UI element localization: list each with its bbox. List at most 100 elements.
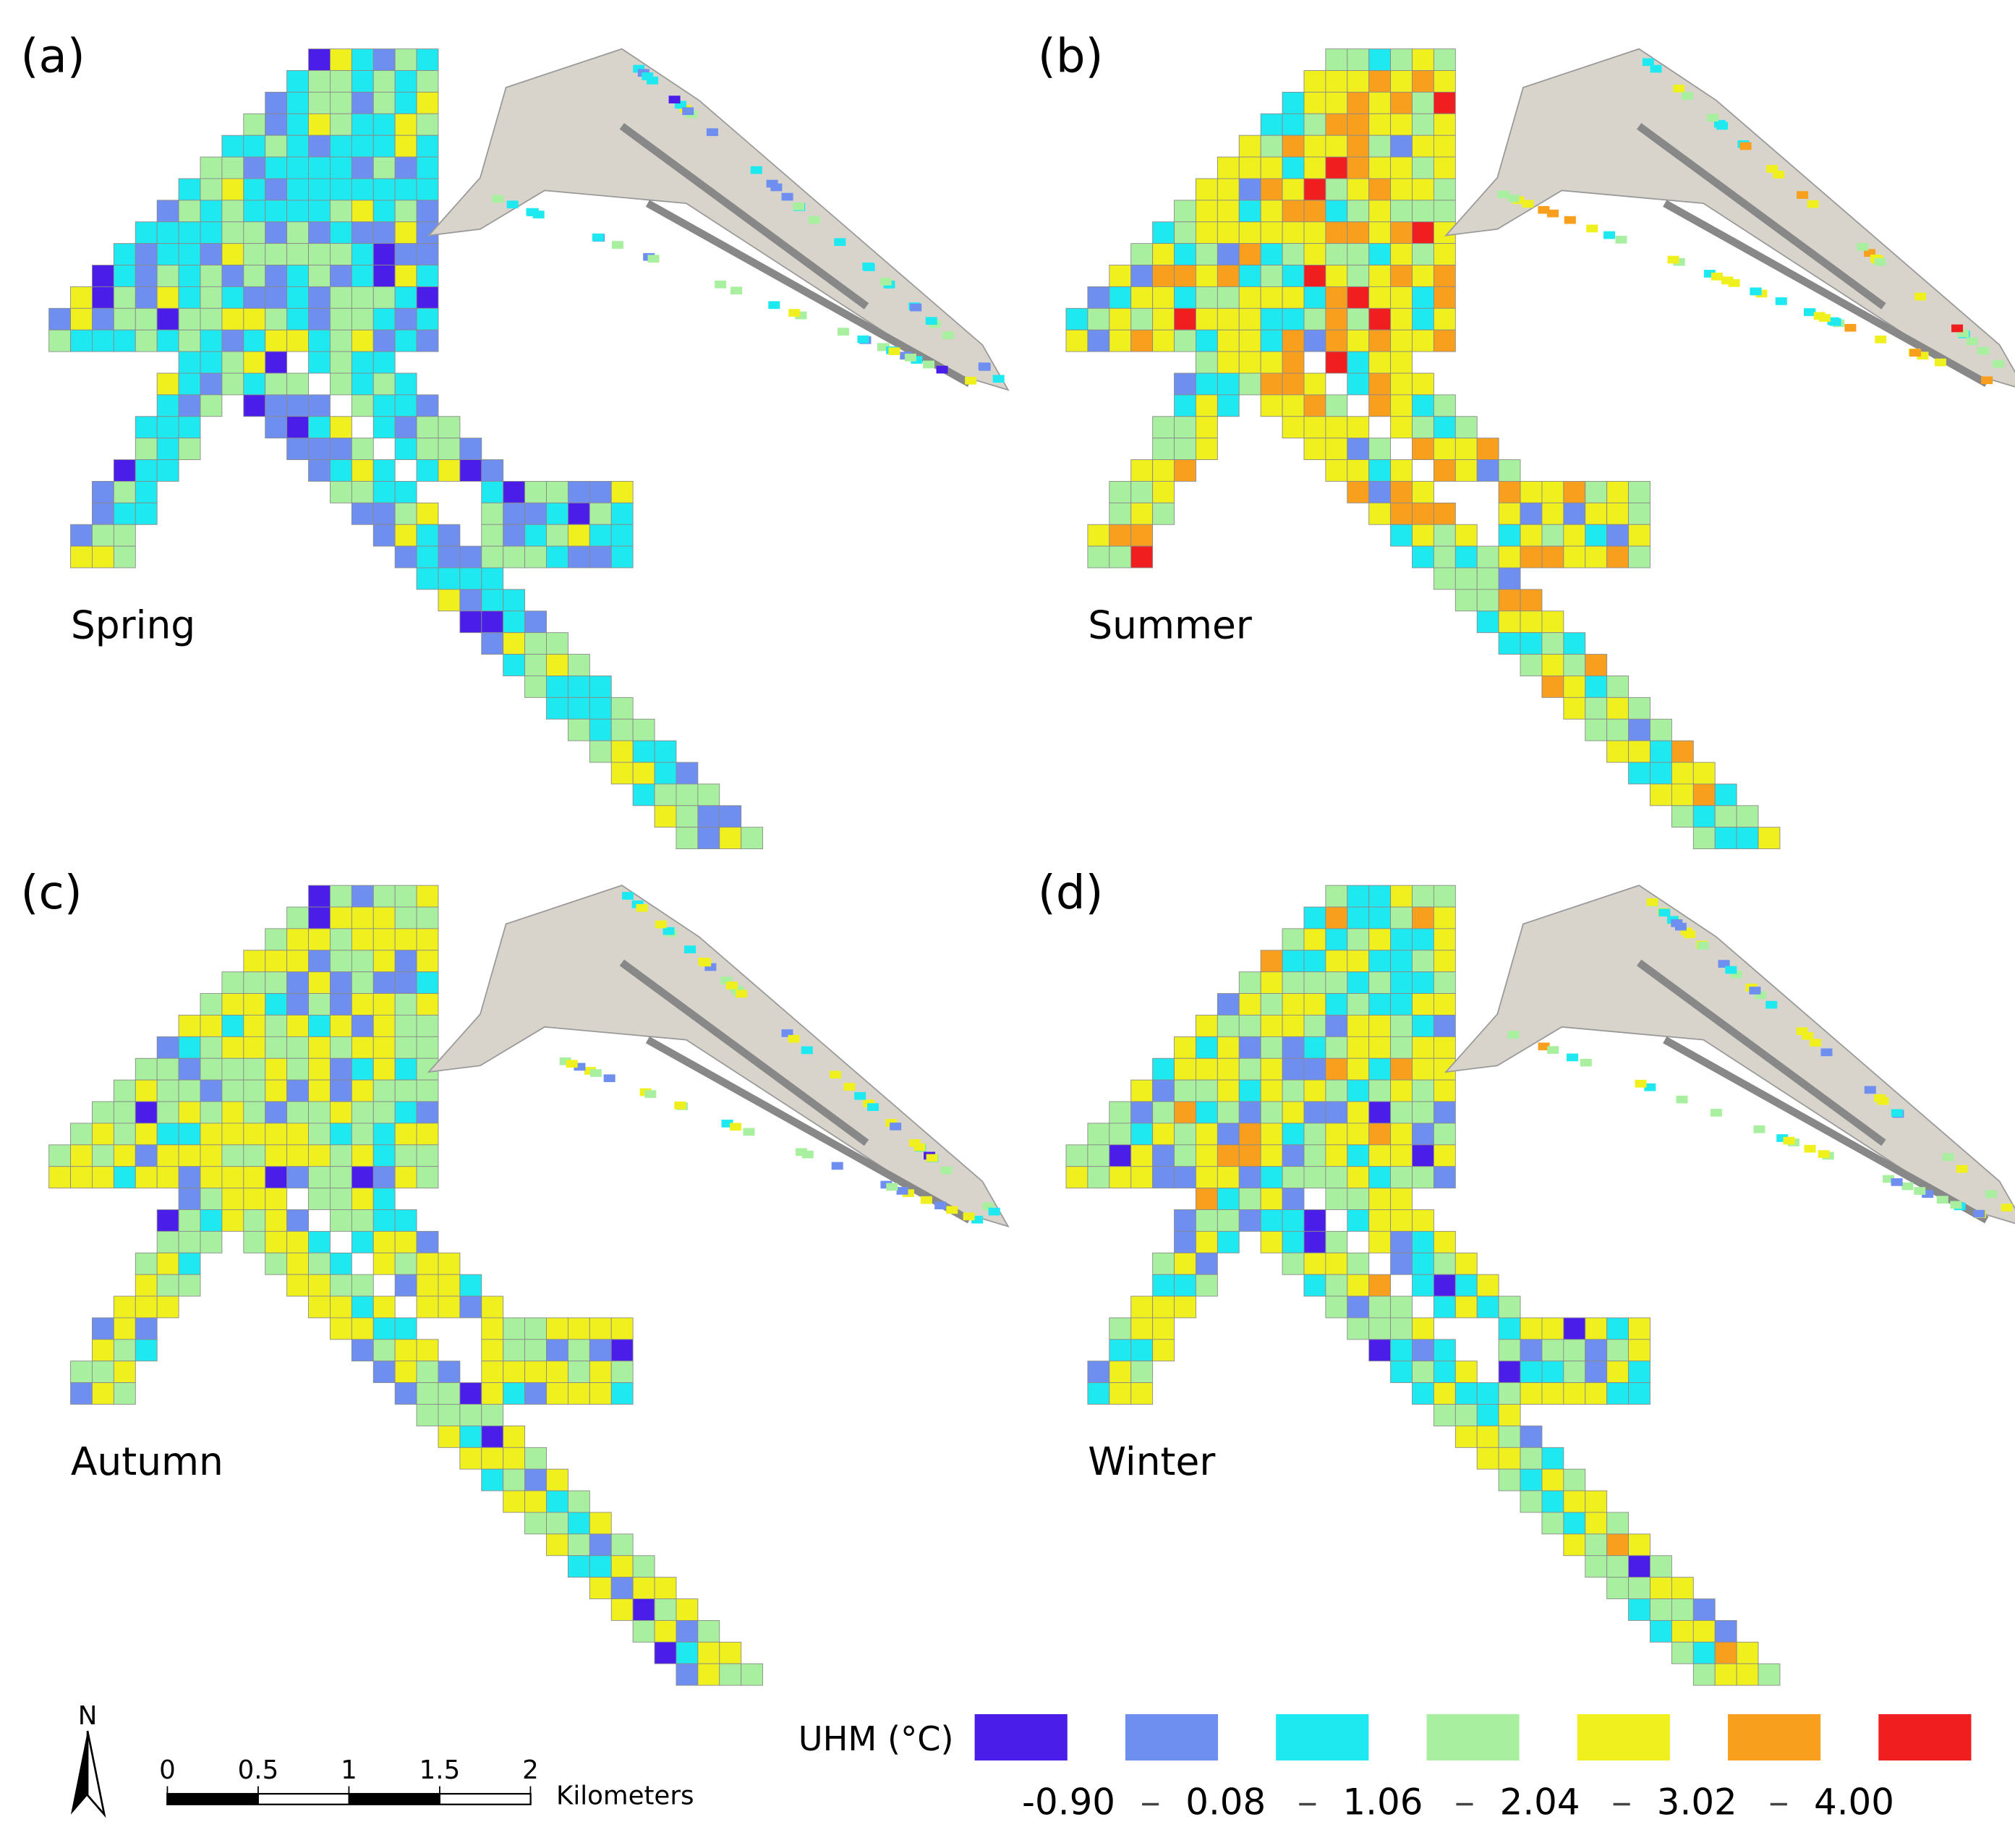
legend-title: UHM (°C) bbox=[798, 1719, 954, 1758]
grid-cell bbox=[286, 221, 309, 244]
grid-cell bbox=[1282, 307, 1305, 331]
grid-cell bbox=[1152, 1123, 1175, 1146]
inset-cell bbox=[566, 1060, 578, 1068]
grid-cell bbox=[1390, 906, 1413, 929]
grid-cell bbox=[1109, 1144, 1132, 1167]
grid-cell bbox=[1433, 286, 1456, 309]
grid-cell bbox=[135, 307, 158, 331]
grid-cell bbox=[372, 1209, 396, 1232]
grid-cell bbox=[503, 632, 526, 655]
grid-cell bbox=[178, 1166, 201, 1189]
legend-swatch bbox=[1878, 1713, 1972, 1761]
grid-cell bbox=[481, 480, 504, 503]
grid-cell bbox=[221, 351, 244, 374]
grid-cell bbox=[1347, 950, 1370, 973]
grid-cell bbox=[286, 1079, 309, 1102]
grid-cell bbox=[546, 632, 568, 655]
grid-cell bbox=[1412, 178, 1434, 201]
inset-cell bbox=[1809, 1039, 1822, 1047]
grid-cell bbox=[416, 1144, 439, 1167]
grid-cell bbox=[503, 1490, 526, 1513]
grid-cell bbox=[1238, 178, 1261, 201]
grid-cell bbox=[1109, 524, 1132, 547]
grid-cell bbox=[1174, 286, 1196, 309]
grid-cell bbox=[1433, 156, 1456, 179]
grid-cell bbox=[265, 329, 288, 352]
grid-cell bbox=[546, 697, 568, 720]
grid-cell bbox=[459, 610, 482, 634]
grid-cell bbox=[372, 286, 396, 309]
grid-cell bbox=[1433, 1404, 1456, 1426]
grid-cell bbox=[308, 906, 331, 929]
grid-cell bbox=[372, 1295, 396, 1319]
grid-cell bbox=[416, 1101, 439, 1124]
grid-cell bbox=[546, 545, 568, 569]
grid-cell bbox=[1152, 1166, 1175, 1189]
grid-cell bbox=[1195, 1015, 1218, 1037]
grid-cell bbox=[1628, 1533, 1650, 1557]
grid-cell bbox=[308, 135, 331, 158]
inset-cell bbox=[1773, 170, 1785, 179]
grid-cell bbox=[113, 1123, 136, 1146]
grid-cell bbox=[286, 243, 309, 265]
grid-cell bbox=[156, 200, 179, 223]
inset-cell bbox=[867, 1103, 879, 1111]
grid-cell bbox=[1412, 221, 1434, 244]
grid-cell bbox=[438, 459, 461, 482]
grid-cell bbox=[1130, 1339, 1154, 1362]
grid-cell bbox=[1692, 783, 1716, 806]
grid-cell bbox=[1412, 438, 1434, 460]
legend-break: 4.00 bbox=[1814, 1781, 1894, 1823]
grid-cell bbox=[351, 48, 374, 71]
grid-cell bbox=[308, 1015, 331, 1037]
grid-cell bbox=[394, 993, 417, 1015]
grid-cell bbox=[1217, 993, 1240, 1015]
grid-cell bbox=[1390, 885, 1413, 908]
grid-cell bbox=[1174, 307, 1196, 331]
grid-cell bbox=[1671, 1619, 1694, 1643]
grid-cell bbox=[265, 113, 288, 136]
grid-cell bbox=[1260, 243, 1283, 265]
grid-cell bbox=[243, 200, 266, 223]
grid-cell bbox=[1541, 1490, 1564, 1513]
grid-cell bbox=[1217, 351, 1240, 374]
grid-cell bbox=[1628, 524, 1650, 547]
grid-cell bbox=[351, 329, 374, 352]
grid-cell bbox=[92, 1361, 114, 1384]
grid-cell bbox=[1195, 286, 1218, 309]
grid-cell bbox=[329, 438, 352, 460]
grid-cell bbox=[135, 1274, 158, 1297]
grid-cell bbox=[113, 329, 136, 352]
grid-cell bbox=[1303, 1209, 1326, 1232]
grid-cell bbox=[286, 1057, 309, 1081]
grid-cell bbox=[1368, 221, 1392, 244]
grid-cell bbox=[416, 1339, 439, 1362]
grid-cell bbox=[1325, 156, 1348, 179]
grid-cell bbox=[265, 928, 288, 951]
grid-cell bbox=[1260, 1015, 1283, 1037]
grid-cell bbox=[1260, 1101, 1283, 1124]
grid-cell bbox=[243, 1101, 266, 1124]
grid-cell bbox=[351, 1274, 374, 1297]
grid-cell bbox=[610, 718, 634, 741]
grid-cell bbox=[1174, 1144, 1196, 1167]
grid-cell bbox=[589, 1382, 612, 1405]
grid-cell bbox=[265, 372, 288, 396]
grid-cell bbox=[1433, 993, 1456, 1015]
inset-cell bbox=[862, 263, 874, 271]
grid-cell bbox=[1217, 265, 1240, 287]
grid-cell bbox=[1390, 1101, 1413, 1124]
inset-cell bbox=[1667, 255, 1679, 264]
grid-cell bbox=[1368, 113, 1392, 136]
grid-cell bbox=[1152, 329, 1175, 352]
grid-cell bbox=[372, 200, 396, 223]
grid-cell bbox=[416, 1382, 439, 1405]
grid-cell bbox=[1238, 200, 1261, 223]
grid-cell bbox=[156, 243, 179, 265]
grid-cell bbox=[1347, 459, 1370, 482]
grid-cell bbox=[1195, 351, 1218, 374]
grid-cell bbox=[1714, 827, 1737, 850]
grid-cell bbox=[1585, 1512, 1608, 1535]
grid-cell bbox=[1606, 1339, 1630, 1362]
grid-cell bbox=[1130, 1295, 1154, 1319]
